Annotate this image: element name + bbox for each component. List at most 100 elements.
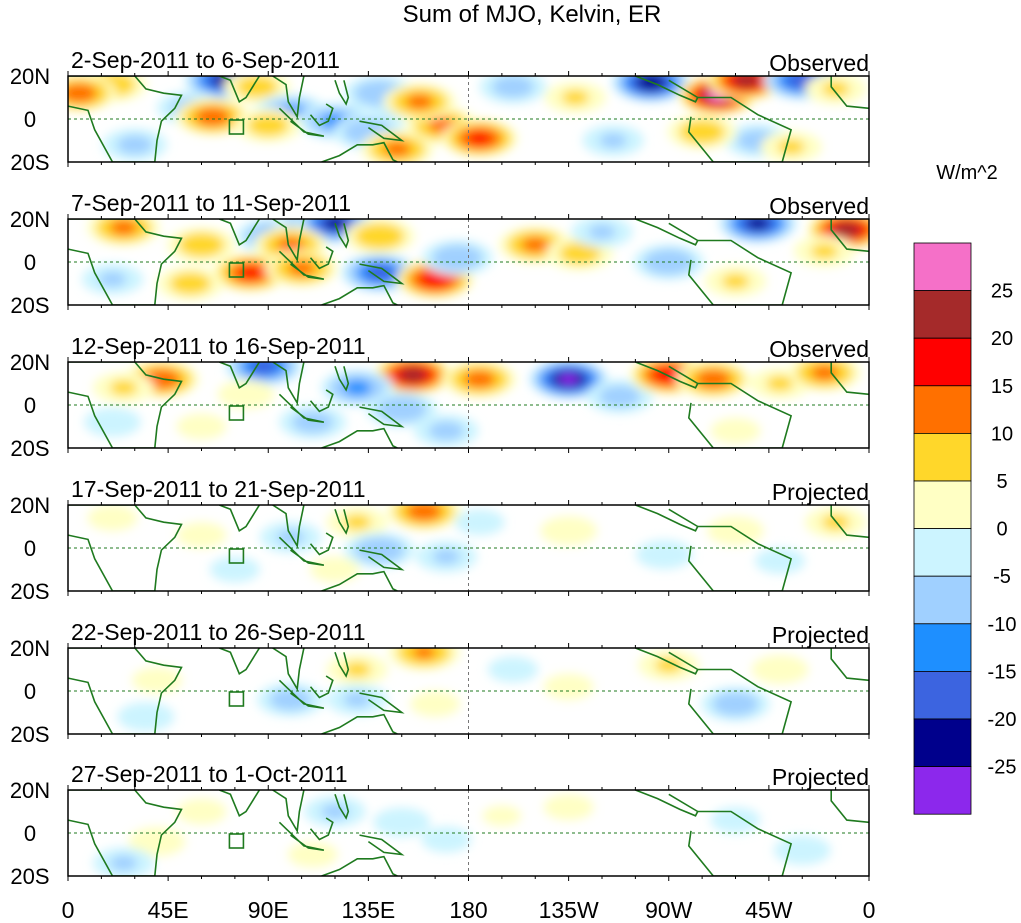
- coastlines: [68, 505, 869, 591]
- colorbar-tick-label: 25: [991, 281, 1013, 303]
- coastlines: [68, 362, 869, 448]
- anomaly-blob: [176, 522, 227, 549]
- coastline: [272, 790, 305, 834]
- lat-label: 0: [24, 250, 36, 275]
- panel-status: Projected: [772, 764, 869, 790]
- colorbar-swatch: [913, 290, 972, 339]
- panel-2: 20N 0 20S 7-Sep-2011 to 11-Sep-2011 Observed: [10, 190, 870, 318]
- colorbar-swatch: [913, 337, 972, 387]
- coastline: [219, 790, 261, 817]
- panel-date-range: 12-Sep-2011 to 16-Sep-2011: [71, 333, 366, 359]
- coastline: [309, 817, 334, 841]
- coastline: [309, 246, 334, 270]
- coastline: [334, 652, 350, 678]
- anomaly-blob: [667, 114, 737, 150]
- anomaly-blob: [707, 516, 764, 546]
- coastline: [321, 141, 398, 162]
- coastline: [334, 80, 350, 106]
- panel-6: 20N 0 20S 27-Sep-2011 to 1-Oct-2011 Projecte…: [10, 761, 870, 889]
- region-box: [228, 119, 245, 135]
- anomaly-blob: [209, 556, 260, 583]
- lat-label: 20S: [10, 722, 49, 747]
- coastlines: [68, 790, 869, 876]
- coastline: [272, 76, 305, 120]
- lat-label: 0: [24, 679, 36, 704]
- coastline: [321, 855, 398, 876]
- coastline: [830, 362, 869, 396]
- colorbar-swatch: [913, 575, 972, 625]
- anomaly-blob: [310, 556, 360, 583]
- panel-5: 20N 0 20S 22-Sep-2011 to 26-Sep-2011 Project…: [10, 619, 870, 747]
- colorbar-swatch: [913, 432, 972, 482]
- anomaly-blob: [710, 807, 761, 834]
- coastline: [278, 393, 325, 423]
- anomaly-blob: [68, 76, 117, 112]
- coastline: [309, 675, 334, 699]
- region-box: [228, 691, 245, 707]
- colorbar-tick-label: -5: [993, 566, 1011, 588]
- colorbar-tick-label: -25: [988, 757, 1017, 779]
- anomaly-blob: [710, 417, 761, 444]
- colorbar-tick-label: 0: [996, 519, 1007, 541]
- coastline: [278, 536, 325, 566]
- panel-status: Observed: [769, 336, 869, 362]
- anomaly-blob: [366, 391, 437, 428]
- lat-label: 20S: [10, 579, 49, 604]
- panel-status: Projected: [772, 622, 869, 648]
- anomaly-blob: [92, 847, 155, 876]
- lat-label: 0: [24, 393, 36, 418]
- anomaly-blob: [176, 413, 227, 440]
- lat-label: 20S: [10, 150, 49, 175]
- panel-status: Projected: [772, 479, 869, 505]
- anomaly-blob: [132, 667, 182, 694]
- coastline: [334, 366, 350, 392]
- x-tick-label: 90E: [248, 897, 289, 923]
- colorbar-swatch: [913, 766, 972, 815]
- anomaly-blob: [529, 362, 608, 399]
- coastline: [359, 834, 405, 856]
- chart-title: Sum of MJO, Kelvin, ER: [403, 1, 662, 28]
- anomaly-blob: [81, 263, 144, 295]
- panel-date-range: 22-Sep-2011 to 26-Sep-2011: [71, 619, 366, 645]
- anomaly-blob: [422, 239, 493, 276]
- anomaly-blob: [638, 649, 700, 681]
- x-axis: 0 45E 90E 135E 180 135W 90W 45W 0: [62, 897, 876, 923]
- coastline: [321, 284, 398, 305]
- anomaly-blob: [701, 686, 770, 722]
- coastline: [635, 362, 699, 389]
- x-tick-label: 135E: [342, 897, 396, 923]
- anomaly-blob: [441, 119, 518, 158]
- coastline: [359, 549, 405, 571]
- coastline: [68, 76, 183, 162]
- coastline: [278, 821, 325, 851]
- coastline: [830, 76, 869, 110]
- anomaly-blob: [415, 540, 477, 573]
- anomaly-blob: [167, 227, 236, 263]
- coastline: [830, 505, 869, 539]
- panel-3: 20N 0 20S 12-Sep-2011 to 16-Sep-2011 Observe…: [10, 333, 870, 461]
- colorbar-tick-label: -15: [988, 661, 1017, 683]
- coastline: [219, 219, 261, 246]
- anomaly-blob: [217, 379, 275, 409]
- anomaly-blob: [635, 539, 693, 570]
- coastline: [334, 509, 350, 535]
- coastline: [219, 362, 261, 389]
- coastlines: [68, 76, 869, 162]
- anomaly-blob: [87, 505, 138, 531]
- anomaly-blob: [488, 656, 538, 683]
- anomaly-field: [68, 76, 867, 162]
- anomaly-blob: [793, 235, 856, 267]
- anomaly-blob: [540, 516, 598, 546]
- colorbar-swatch: [913, 242, 972, 291]
- anomaly-blob: [704, 265, 767, 298]
- coastline: [687, 239, 793, 305]
- panel-date-range: 7-Sep-2011 to 11-Sep-2011: [71, 190, 351, 216]
- region-box: [228, 262, 245, 278]
- anomaly-blob: [571, 219, 633, 248]
- anomaly-blob: [373, 807, 431, 837]
- anomaly-blob: [117, 702, 175, 732]
- x-tick-label: 180: [449, 897, 487, 923]
- anomaly-blob: [442, 362, 517, 398]
- panel-status: Observed: [769, 50, 869, 76]
- coastlines: [68, 219, 869, 305]
